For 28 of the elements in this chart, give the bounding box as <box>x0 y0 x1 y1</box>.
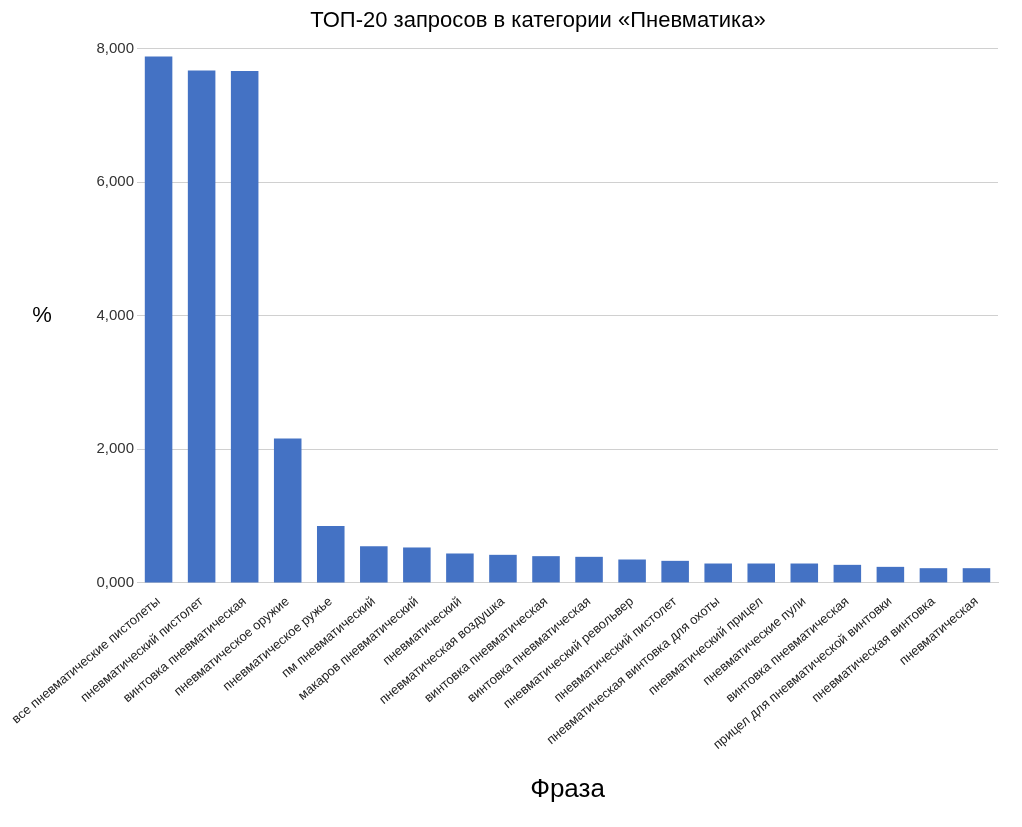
bar <box>273 438 302 583</box>
bar <box>316 526 345 583</box>
chart-title: ТОП-20 запросов в категории «Пневматика» <box>310 7 766 33</box>
bar <box>833 564 862 583</box>
y-tick-label: 2,000 <box>96 439 135 457</box>
bar <box>962 568 991 583</box>
bar <box>144 56 173 583</box>
y-axis-title: % <box>32 301 52 327</box>
bar <box>704 563 732 583</box>
bar <box>489 554 517 583</box>
x-axis-title: Фраза <box>530 772 606 803</box>
y-tick-label: 6,000 <box>96 172 135 190</box>
bar <box>618 559 646 583</box>
y-tick-label: 8,000 <box>96 38 135 56</box>
y-tick-label: 0,000 <box>96 573 135 591</box>
bar <box>876 566 905 583</box>
bar <box>360 546 388 583</box>
bar <box>446 553 474 583</box>
bar <box>661 560 689 583</box>
bar <box>187 70 216 583</box>
bar <box>532 556 560 583</box>
y-tick-label: 4,000 <box>96 305 135 323</box>
bar <box>747 563 776 583</box>
bar <box>575 556 603 583</box>
bar <box>919 568 948 583</box>
bar <box>403 547 431 583</box>
bar <box>230 71 259 583</box>
bar <box>790 563 819 583</box>
